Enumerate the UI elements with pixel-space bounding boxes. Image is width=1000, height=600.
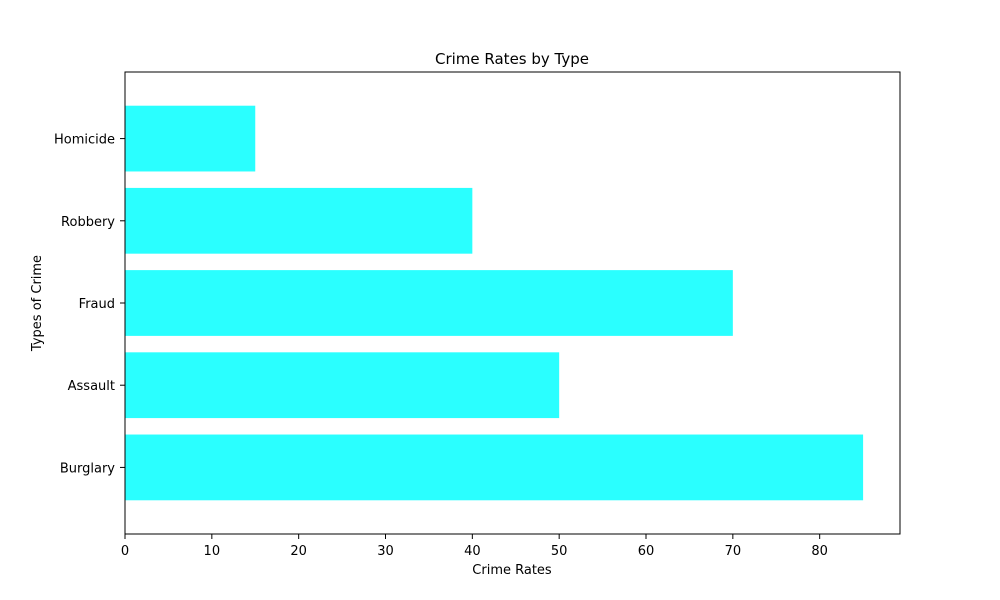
chart-title: Crime Rates by Type: [435, 50, 589, 68]
x-tick-label: 0: [121, 544, 129, 559]
x-axis-label: Crime Rates: [472, 563, 552, 578]
y-tick-label-fraud: Fraud: [79, 297, 115, 312]
y-tick-label-robbery: Robbery: [61, 215, 115, 230]
x-tick-label: 30: [377, 544, 394, 559]
bar-fraud: [125, 270, 733, 336]
bar-burglary: [125, 434, 864, 501]
plot-area: 0 10 20 30 40 50 60 70 80 Burglary Assault Fraud Rob…: [54, 71, 901, 559]
bar-assault: [125, 352, 560, 419]
x-tick-label: 80: [811, 544, 828, 559]
y-tick-label-homicide: Homicide: [54, 133, 115, 148]
x-tick-label: 70: [725, 544, 742, 559]
x-tick-label: 10: [204, 544, 221, 559]
y-tick-label-assault: Assault: [68, 379, 115, 394]
x-tick-label: 40: [464, 544, 481, 559]
y-axis-label: Types of Crime: [30, 255, 45, 352]
y-tick-label-burglary: Burglary: [60, 461, 115, 476]
bar-homicide: [125, 105, 256, 172]
x-tick-label: 60: [638, 544, 655, 559]
x-tick-label: 20: [290, 544, 307, 559]
bar-robbery: [125, 187, 473, 254]
x-tick-label: 50: [551, 544, 568, 559]
